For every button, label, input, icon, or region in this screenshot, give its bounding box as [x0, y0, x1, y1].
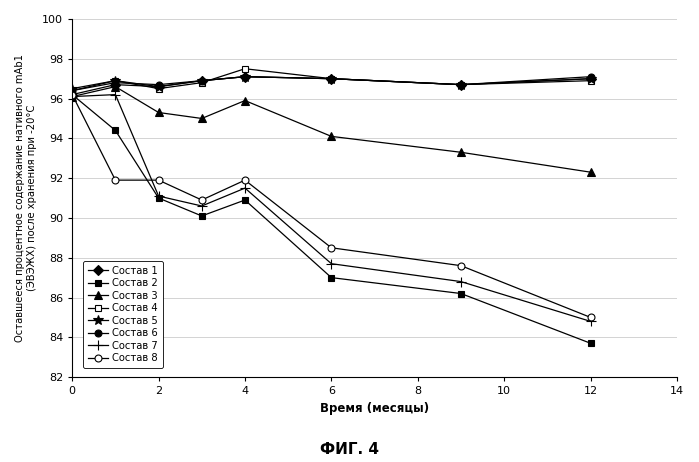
Состав 6	[327, 76, 336, 81]
Состав 8	[111, 177, 120, 183]
Состав 8	[154, 177, 163, 183]
Состав 7	[327, 261, 336, 267]
Состав 1	[111, 82, 120, 87]
Состав 4	[198, 80, 206, 85]
Line: Состав 7: Состав 7	[67, 90, 596, 326]
Состав 2	[586, 340, 595, 346]
Состав 3	[327, 134, 336, 139]
Line: Состав 6: Состав 6	[69, 73, 594, 94]
Состав 8	[240, 177, 249, 183]
Состав 3	[586, 170, 595, 175]
Состав 4	[586, 78, 595, 84]
Состав 2	[240, 197, 249, 203]
Состав 1	[456, 82, 465, 87]
Состав 6	[154, 82, 163, 87]
Состав 2	[111, 128, 120, 133]
Состав 1	[154, 84, 163, 90]
Состав 7	[586, 319, 595, 324]
Состав 3	[111, 84, 120, 90]
Состав 7	[111, 92, 120, 97]
Состав 5	[240, 74, 249, 79]
Состав 4	[240, 66, 249, 72]
Состав 3	[240, 98, 249, 103]
Состав 3	[198, 116, 206, 121]
Состав 5	[198, 78, 206, 84]
Состав 1	[327, 76, 336, 81]
X-axis label: Время (месяцы): Время (месяцы)	[320, 401, 429, 415]
Состав 7	[154, 193, 163, 199]
Text: ФИГ. 4: ФИГ. 4	[320, 443, 379, 457]
Состав 4	[456, 82, 465, 87]
Состав 6	[240, 74, 249, 79]
Состав 6	[68, 88, 76, 93]
Состав 7	[456, 279, 465, 285]
Состав 5	[111, 78, 120, 84]
Line: Состав 3: Состав 3	[68, 83, 595, 176]
Состав 2	[154, 195, 163, 201]
Состав 4	[154, 86, 163, 91]
Состав 5	[586, 76, 595, 81]
Состав 6	[586, 74, 595, 79]
Состав 5	[68, 86, 76, 91]
Состав 3	[154, 110, 163, 116]
Line: Состав 2: Состав 2	[69, 91, 594, 346]
Состав 7	[68, 94, 76, 99]
Состав 5	[456, 82, 465, 87]
Состав 7	[240, 185, 249, 191]
Состав 4	[68, 88, 76, 93]
Y-axis label: Оставшееся процентное содержание нативного mAb1
(ЭВЭЖХ) после хранения при -20°С: Оставшееся процентное содержание нативно…	[15, 54, 36, 342]
Состав 8	[456, 263, 465, 268]
Состав 3	[456, 150, 465, 155]
Состав 8	[68, 92, 76, 97]
Line: Состав 5: Состав 5	[67, 72, 596, 93]
Line: Состав 1: Состав 1	[69, 73, 594, 98]
Состав 1	[198, 78, 206, 84]
Состав 2	[68, 92, 76, 97]
Состав 7	[198, 203, 206, 209]
Состав 6	[198, 78, 206, 84]
Состав 2	[327, 275, 336, 280]
Состав 6	[111, 80, 120, 85]
Состав 1	[240, 74, 249, 79]
Состав 5	[154, 84, 163, 90]
Состав 8	[327, 245, 336, 250]
Состав 1	[68, 92, 76, 97]
Line: Состав 4: Состав 4	[69, 65, 594, 94]
Состав 4	[111, 78, 120, 84]
Состав 3	[68, 94, 76, 99]
Состав 4	[327, 76, 336, 81]
Состав 6	[456, 82, 465, 87]
Состав 5	[327, 76, 336, 81]
Состав 8	[586, 315, 595, 320]
Legend: Состав 1, Состав 2, Состав 3, Состав 4, Состав 5, Состав 6, Состав 7, Состав 8: Состав 1, Состав 2, Состав 3, Состав 4, …	[83, 261, 163, 369]
Состав 8	[198, 197, 206, 203]
Состав 2	[456, 291, 465, 296]
Состав 2	[198, 213, 206, 219]
Line: Состав 8: Состав 8	[69, 91, 594, 321]
Состав 1	[586, 76, 595, 81]
